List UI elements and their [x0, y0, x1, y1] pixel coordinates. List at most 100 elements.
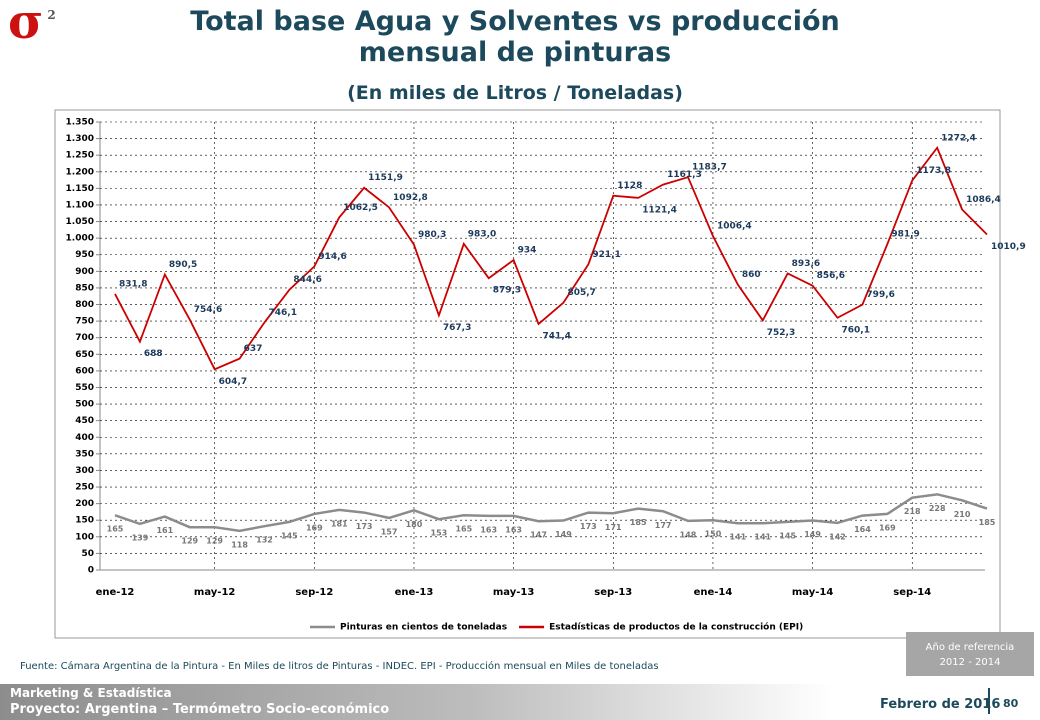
data-label: 890,5 — [169, 260, 197, 270]
data-label: 141 — [730, 533, 747, 542]
series-line — [114, 145, 988, 371]
data-label: 218 — [904, 507, 921, 516]
y-tick-label: 550 — [75, 383, 94, 393]
data-label: 1151,9 — [368, 173, 403, 183]
data-label: 181 — [331, 519, 348, 528]
y-tick-label: 0 — [88, 566, 94, 576]
y-tick-label: 450 — [75, 416, 94, 426]
y-tick-label: 400 — [75, 433, 94, 443]
legend-label: Pinturas en cientos de toneladas — [340, 623, 507, 633]
data-label: 171 — [605, 523, 622, 532]
footer-band — [0, 684, 1040, 720]
data-label: 169 — [879, 523, 896, 532]
x-tick-label: sep-12 — [295, 587, 333, 598]
data-label: 983,0 — [468, 229, 496, 239]
data-label: 173 — [356, 522, 373, 531]
y-tick-label: 1.000 — [66, 234, 94, 244]
chart-title: Total base Agua y Solventes vs producció… — [190, 6, 840, 68]
data-label: 153 — [431, 529, 448, 538]
data-label: 741,4 — [543, 331, 571, 341]
data-label: 157 — [381, 527, 398, 536]
logo-superscript: 2 — [47, 8, 56, 22]
department: Marketing & Estadística — [10, 686, 172, 700]
data-label: 177 — [655, 521, 672, 530]
data-label: 129 — [181, 537, 198, 546]
y-tick-label: 1.050 — [66, 217, 94, 227]
data-label: 129 — [206, 537, 223, 546]
y-tick-label: 300 — [75, 466, 94, 476]
y-tick-label: 700 — [75, 333, 94, 343]
chart-frame — [54, 109, 1001, 639]
project: Proyecto: Argentina – Termómetro Socio-e… — [10, 702, 390, 717]
data-label: 164 — [854, 525, 871, 534]
data-label: 163 — [480, 525, 497, 534]
data-label: 141 — [754, 533, 771, 542]
data-label: 149 — [804, 530, 821, 539]
date: Febrero de 2016 — [880, 697, 1001, 712]
data-label: 746,1 — [268, 308, 296, 318]
data-label: 831,8 — [119, 279, 147, 289]
data-label: 165 — [107, 525, 124, 534]
x-tick-label: ene-13 — [395, 587, 434, 598]
legend-label: Estadísticas de productos de la construc… — [549, 622, 803, 633]
data-label: 860 — [742, 270, 761, 280]
y-tick-label: 600 — [75, 366, 94, 376]
data-label: 805,7 — [567, 288, 595, 298]
data-label: 118 — [231, 540, 248, 549]
data-label: 688 — [144, 349, 163, 359]
x-tick-label: ene-12 — [96, 587, 135, 598]
data-label: 148 — [680, 530, 697, 539]
x-tick-label: may-13 — [493, 587, 534, 598]
data-label: 142 — [829, 532, 846, 541]
data-label: 1183,7 — [692, 163, 727, 173]
data-label: 1128 — [617, 181, 642, 191]
data-label: 752,3 — [767, 328, 795, 338]
series-line — [114, 493, 988, 533]
data-label: 767,3 — [443, 323, 471, 333]
y-tick-label: 1.100 — [66, 200, 94, 210]
data-label: 149 — [555, 530, 572, 539]
x-tick-label: may-12 — [194, 587, 235, 598]
data-label: 1092,8 — [393, 193, 428, 203]
reference-box: Año de referencia 2012 - 2014 — [906, 632, 1034, 676]
data-label: 980,3 — [418, 230, 446, 240]
data-label: 185 — [630, 518, 647, 527]
y-tick-label: 50 — [81, 549, 94, 559]
y-tick-label: 900 — [75, 267, 94, 277]
data-label: 921,1 — [592, 250, 620, 260]
y-tick-label: 950 — [75, 250, 94, 260]
reference-period: 2012 - 2014 — [939, 657, 1001, 668]
data-label: 799,6 — [866, 290, 894, 300]
data-label: 139 — [132, 533, 149, 542]
y-tick-label: 750 — [75, 317, 94, 327]
data-label: 760,1 — [842, 325, 870, 335]
y-tick-label: 650 — [75, 350, 94, 360]
data-label: 914,6 — [318, 252, 346, 262]
y-tick-label: 1.200 — [66, 167, 94, 177]
separator — [988, 688, 990, 714]
data-label: 185 — [979, 518, 996, 527]
y-tick-label: 350 — [75, 449, 94, 459]
data-label: 1272,4 — [941, 133, 976, 143]
data-label: 210 — [954, 510, 971, 519]
page-number: 80 — [1003, 697, 1019, 710]
data-label: 145 — [779, 531, 796, 540]
data-label: 150 — [705, 530, 722, 539]
data-label: 173 — [580, 522, 597, 531]
x-tick-label: may-14 — [792, 587, 833, 598]
data-label: 604,7 — [219, 377, 247, 387]
y-tick-label: 850 — [75, 283, 94, 293]
data-label: 163 — [505, 525, 522, 534]
x-tick-label: sep-14 — [893, 587, 931, 598]
data-label: 228 — [929, 504, 946, 513]
data-label: 161 — [156, 526, 173, 535]
y-tick-label: 150 — [75, 516, 94, 526]
data-label: 1173,8 — [916, 166, 951, 176]
data-label: 637 — [244, 344, 263, 354]
data-label: 844,6 — [293, 275, 321, 285]
chart-subtitle: (En miles de Litros / Toneladas) — [347, 82, 683, 104]
y-tick-label: 1.150 — [66, 184, 94, 194]
